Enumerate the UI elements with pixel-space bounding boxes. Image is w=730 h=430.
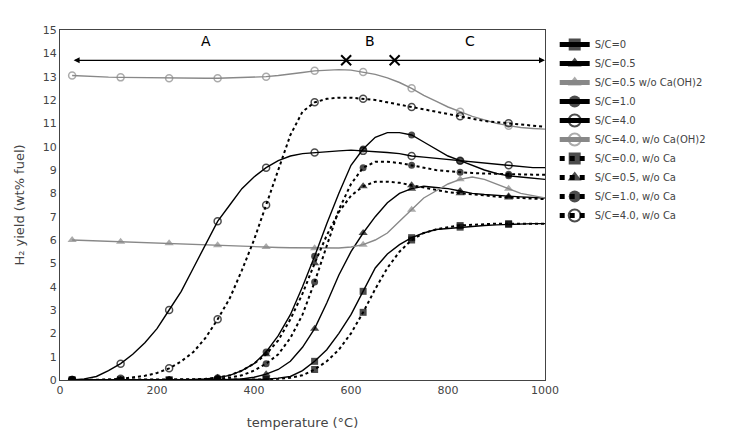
svg-text:9: 9 — [50, 164, 57, 177]
svg-text:800: 800 — [438, 384, 459, 397]
svg-text:2: 2 — [50, 327, 57, 340]
svg-text:S/C=4.0, w/o Ca: S/C=4.0, w/o Ca — [595, 210, 676, 221]
svg-text:400: 400 — [244, 384, 265, 397]
svg-text:S/C=0.5 w/o Ca(OH)2: S/C=0.5 w/o Ca(OH)2 — [595, 77, 703, 88]
svg-text:A: A — [201, 33, 211, 49]
svg-text:C: C — [465, 33, 475, 49]
svg-text:13: 13 — [43, 71, 57, 84]
svg-text:1000: 1000 — [531, 384, 559, 397]
svg-text:4: 4 — [50, 281, 57, 294]
svg-text:S/C=0: S/C=0 — [595, 39, 626, 50]
svg-text:H₂ yield (wt% fuel): H₂ yield (wt% fuel) — [12, 144, 27, 265]
svg-text:1: 1 — [50, 351, 57, 364]
svg-text:S/C=4.0, w/o Ca(OH)2: S/C=4.0, w/o Ca(OH)2 — [595, 134, 706, 145]
svg-text:600: 600 — [341, 384, 362, 397]
svg-text:S/C=0.5, w/o Ca: S/C=0.5, w/o Ca — [595, 172, 676, 183]
svg-text:15: 15 — [43, 24, 57, 37]
svg-text:S/C=4.0: S/C=4.0 — [595, 115, 636, 126]
svg-text:0: 0 — [50, 374, 57, 387]
svg-text:S/C=1.0: S/C=1.0 — [595, 96, 636, 107]
svg-text:B: B — [365, 33, 375, 49]
svg-text:5: 5 — [50, 257, 57, 270]
svg-text:0: 0 — [57, 384, 64, 397]
svg-text:S/C=0.5: S/C=0.5 — [595, 58, 636, 69]
svg-text:8: 8 — [50, 187, 57, 200]
svg-text:temperature (°C): temperature (°C) — [247, 415, 359, 430]
svg-text:S/C=0.0, w/o Ca: S/C=0.0, w/o Ca — [595, 153, 676, 164]
svg-text:10: 10 — [43, 141, 57, 154]
svg-text:14: 14 — [43, 47, 57, 60]
svg-text:S/C=1.0, w/o Ca: S/C=1.0, w/o Ca — [595, 191, 676, 202]
svg-text:7: 7 — [50, 211, 57, 224]
svg-text:12: 12 — [43, 94, 57, 107]
svg-text:6: 6 — [50, 234, 57, 247]
svg-text:200: 200 — [147, 384, 168, 397]
svg-text:11: 11 — [43, 117, 57, 130]
svg-text:3: 3 — [50, 304, 57, 317]
